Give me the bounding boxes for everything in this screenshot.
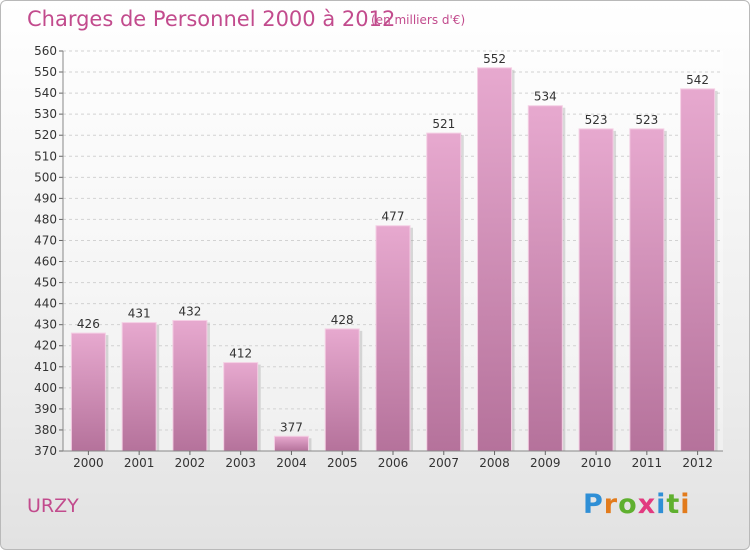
bar-2003: [223, 362, 259, 452]
x-tick-label: 2003: [225, 456, 256, 470]
y-tick-label: 510: [34, 149, 57, 163]
bar-2006: [375, 225, 411, 452]
y-tick-label: 540: [34, 86, 57, 100]
y-tick-label: 380: [34, 423, 57, 437]
y-tick-label: 490: [34, 191, 57, 205]
logo-letter: i: [656, 489, 667, 520]
data-label-2011: 523: [635, 113, 658, 127]
bar-2005: [324, 328, 360, 452]
bar-2002: [172, 319, 208, 452]
x-tick-label: 2009: [530, 456, 561, 470]
x-tick-label: 2008: [479, 456, 510, 470]
x-tick-label: 2002: [175, 456, 206, 470]
logo-letter: P: [583, 489, 604, 520]
y-tick-label: 370: [34, 444, 57, 458]
bar-2008: [477, 67, 513, 452]
logo-letter: o: [618, 489, 638, 520]
x-tick-label: 2007: [428, 456, 459, 470]
y-tick-label: 520: [34, 128, 57, 142]
data-label-2003: 412: [229, 347, 252, 361]
y-tick-label: 430: [34, 318, 57, 332]
data-label-2008: 552: [483, 52, 506, 66]
logo-letter: x: [637, 489, 657, 520]
bar-2010: [578, 128, 614, 452]
y-tick-label: 470: [34, 233, 57, 247]
y-tick-label: 390: [34, 402, 57, 416]
data-label-2006: 477: [382, 210, 405, 224]
y-tick-label: 400: [34, 381, 57, 395]
data-label-2002: 432: [178, 304, 201, 318]
y-tick-label: 410: [34, 360, 57, 374]
y-tick-label: 560: [34, 44, 57, 58]
x-tick-label: 2012: [682, 456, 713, 470]
y-tick-label: 530: [34, 107, 57, 121]
logo-letter: i: [680, 489, 691, 520]
bar-2004: [273, 435, 309, 452]
y-tick-label: 460: [34, 255, 57, 269]
data-label-2001: 431: [128, 307, 151, 321]
bar-2007: [426, 132, 462, 452]
y-tick-label: 450: [34, 276, 57, 290]
data-label-2007: 521: [432, 117, 455, 131]
bar-2009: [527, 105, 563, 452]
chart-title: Charges de Personnel 2000 à 2012: [27, 7, 396, 31]
x-tick-label: 2011: [632, 456, 663, 470]
data-label-2004: 377: [280, 420, 303, 434]
bar-2001: [121, 322, 157, 452]
x-tick-label: 2006: [378, 456, 409, 470]
y-tick-label: 550: [34, 65, 57, 79]
data-label-2005: 428: [331, 313, 354, 327]
y-tick-label: 420: [34, 339, 57, 353]
bar-2000: [70, 332, 106, 452]
data-label-2010: 523: [585, 113, 608, 127]
x-tick-label: 2001: [124, 456, 155, 470]
bars: 426 431 432 412 377 428 477 521 552 534 523 523 542: [70, 52, 718, 452]
x-tick-label: 2000: [73, 456, 104, 470]
bar-2012: [680, 88, 716, 452]
proxiti-logo: Proxiti: [583, 489, 691, 520]
chart-subtitle: (en milliers d'€): [371, 13, 466, 27]
bar-2011: [629, 128, 665, 452]
x-axis: 2000 2001 2002 2003 2004 2005 2006 2007 2008 2009…: [63, 450, 723, 470]
x-tick-label: 2005: [327, 456, 358, 470]
commune-name: URZY: [27, 495, 79, 517]
y-tick-label: 480: [34, 212, 57, 226]
data-label-2012: 542: [686, 73, 709, 87]
x-tick-label: 2004: [276, 456, 307, 470]
data-label-2000: 426: [77, 317, 100, 331]
logo-letter: r: [603, 489, 619, 520]
y-tick-label: 500: [34, 170, 57, 184]
y-axis: 370 380 390 400 410 420 430 440 450 460 470 480 490 5…: [34, 44, 64, 458]
logo-letter: t: [666, 489, 681, 520]
x-tick-label: 2010: [581, 456, 612, 470]
y-tick-label: 440: [34, 297, 57, 311]
data-label-2009: 534: [534, 90, 557, 104]
